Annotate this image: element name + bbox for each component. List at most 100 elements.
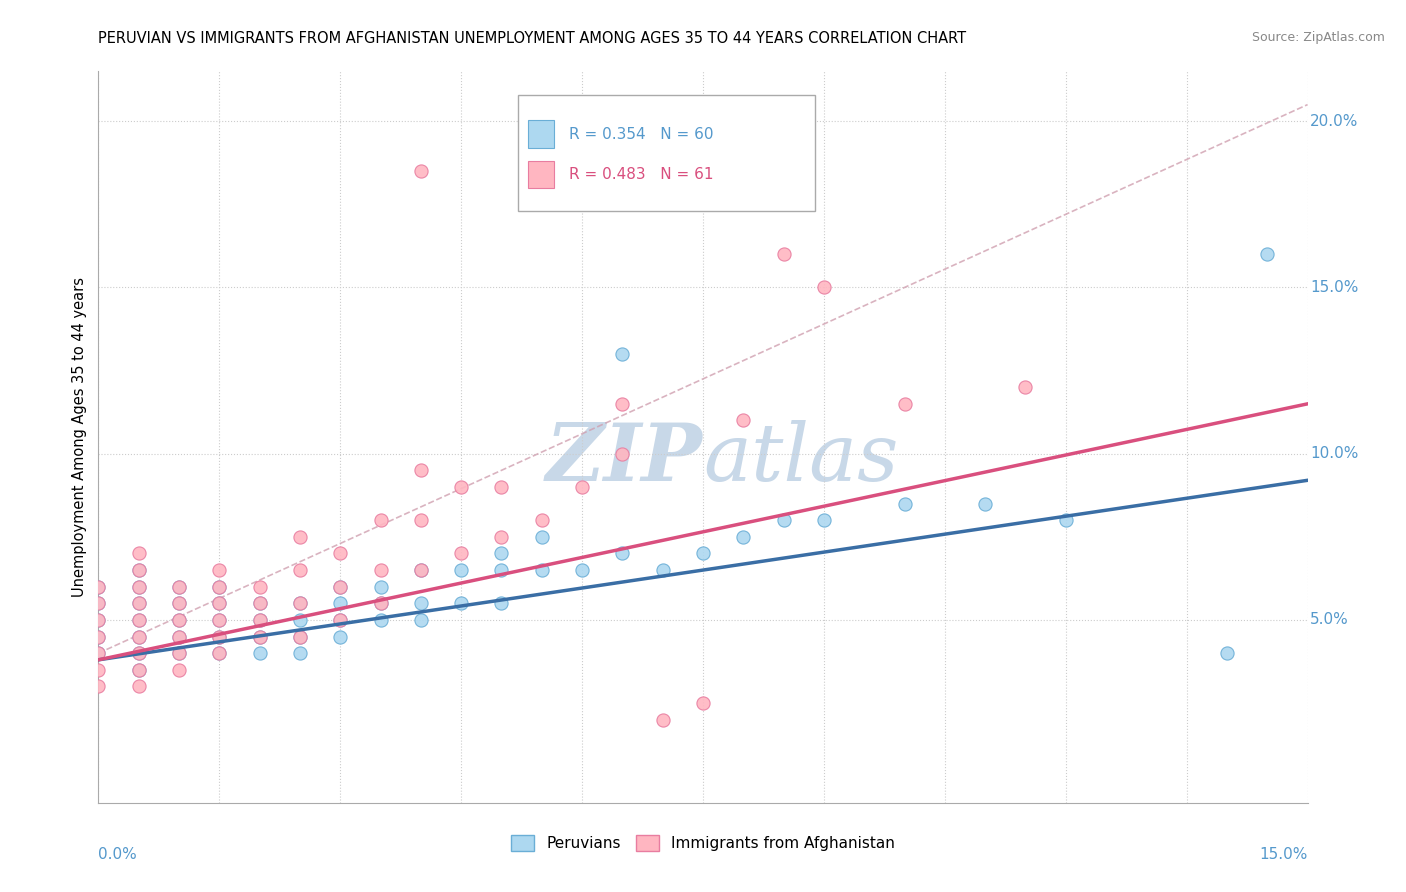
Point bbox=[128, 546, 150, 560]
Point bbox=[450, 596, 472, 610]
Point bbox=[288, 596, 311, 610]
Text: ZIP: ZIP bbox=[546, 420, 703, 498]
Point bbox=[87, 663, 110, 677]
Point bbox=[1256, 247, 1278, 261]
Point bbox=[87, 613, 110, 627]
Text: 15.0%: 15.0% bbox=[1310, 280, 1358, 295]
Point bbox=[208, 563, 231, 577]
Point bbox=[491, 530, 513, 544]
Point bbox=[208, 630, 231, 644]
FancyBboxPatch shape bbox=[517, 95, 815, 211]
Point bbox=[128, 580, 150, 594]
Point bbox=[249, 596, 271, 610]
Point bbox=[329, 613, 352, 627]
Point bbox=[370, 580, 392, 594]
Point bbox=[288, 646, 311, 660]
Point bbox=[651, 563, 673, 577]
Point bbox=[491, 480, 513, 494]
Point bbox=[1216, 646, 1239, 660]
Text: Source: ZipAtlas.com: Source: ZipAtlas.com bbox=[1251, 31, 1385, 45]
Point bbox=[329, 580, 352, 594]
Point bbox=[128, 646, 150, 660]
Point bbox=[128, 646, 150, 660]
Point bbox=[249, 596, 271, 610]
Point bbox=[651, 713, 673, 727]
Point bbox=[612, 546, 634, 560]
Text: R = 0.483   N = 61: R = 0.483 N = 61 bbox=[569, 167, 713, 182]
Point bbox=[974, 497, 997, 511]
Point bbox=[288, 563, 311, 577]
Point bbox=[87, 630, 110, 644]
Point bbox=[87, 580, 110, 594]
Point bbox=[208, 646, 231, 660]
Point bbox=[167, 613, 190, 627]
Point bbox=[893, 397, 915, 411]
Point bbox=[612, 397, 634, 411]
Point bbox=[370, 563, 392, 577]
Point bbox=[491, 596, 513, 610]
Point bbox=[370, 513, 392, 527]
Point bbox=[813, 280, 835, 294]
Point bbox=[128, 613, 150, 627]
Point bbox=[772, 513, 794, 527]
Point bbox=[409, 463, 432, 477]
Point bbox=[692, 546, 714, 560]
Point bbox=[167, 630, 190, 644]
Text: PERUVIAN VS IMMIGRANTS FROM AFGHANISTAN UNEMPLOYMENT AMONG AGES 35 TO 44 YEARS C: PERUVIAN VS IMMIGRANTS FROM AFGHANISTAN … bbox=[98, 31, 966, 46]
Point bbox=[87, 596, 110, 610]
Point bbox=[249, 580, 271, 594]
Point bbox=[450, 563, 472, 577]
Text: atlas: atlas bbox=[703, 420, 898, 498]
Point bbox=[249, 630, 271, 644]
Point bbox=[409, 563, 432, 577]
Point bbox=[208, 580, 231, 594]
Point bbox=[167, 580, 190, 594]
Point bbox=[409, 563, 432, 577]
Text: R = 0.354   N = 60: R = 0.354 N = 60 bbox=[569, 127, 713, 142]
Point bbox=[87, 646, 110, 660]
Point bbox=[288, 613, 311, 627]
Point bbox=[329, 630, 352, 644]
Point bbox=[208, 646, 231, 660]
Point bbox=[167, 580, 190, 594]
Point bbox=[409, 164, 432, 178]
Text: 10.0%: 10.0% bbox=[1310, 446, 1358, 461]
Point bbox=[370, 596, 392, 610]
Point bbox=[409, 513, 432, 527]
Point bbox=[1014, 380, 1036, 394]
FancyBboxPatch shape bbox=[527, 161, 554, 188]
Point bbox=[329, 596, 352, 610]
Point bbox=[530, 563, 553, 577]
Y-axis label: Unemployment Among Ages 35 to 44 years: Unemployment Among Ages 35 to 44 years bbox=[72, 277, 87, 597]
Point bbox=[450, 480, 472, 494]
Point bbox=[571, 480, 593, 494]
Point bbox=[329, 580, 352, 594]
Point bbox=[409, 613, 432, 627]
Point bbox=[128, 613, 150, 627]
Point bbox=[571, 563, 593, 577]
Point bbox=[167, 646, 190, 660]
Text: 5.0%: 5.0% bbox=[1310, 613, 1348, 627]
Point bbox=[87, 596, 110, 610]
Point bbox=[87, 630, 110, 644]
Point bbox=[288, 530, 311, 544]
Point bbox=[208, 630, 231, 644]
Point bbox=[288, 596, 311, 610]
Point bbox=[249, 613, 271, 627]
Point bbox=[370, 613, 392, 627]
Point bbox=[772, 247, 794, 261]
Point bbox=[249, 630, 271, 644]
Point bbox=[128, 580, 150, 594]
Point bbox=[87, 613, 110, 627]
Point bbox=[167, 596, 190, 610]
Point bbox=[128, 563, 150, 577]
Point bbox=[167, 646, 190, 660]
Point bbox=[208, 613, 231, 627]
Point bbox=[128, 563, 150, 577]
Point bbox=[249, 646, 271, 660]
Point bbox=[128, 663, 150, 677]
Point bbox=[128, 630, 150, 644]
Point bbox=[87, 680, 110, 694]
Point bbox=[167, 596, 190, 610]
Point bbox=[87, 646, 110, 660]
